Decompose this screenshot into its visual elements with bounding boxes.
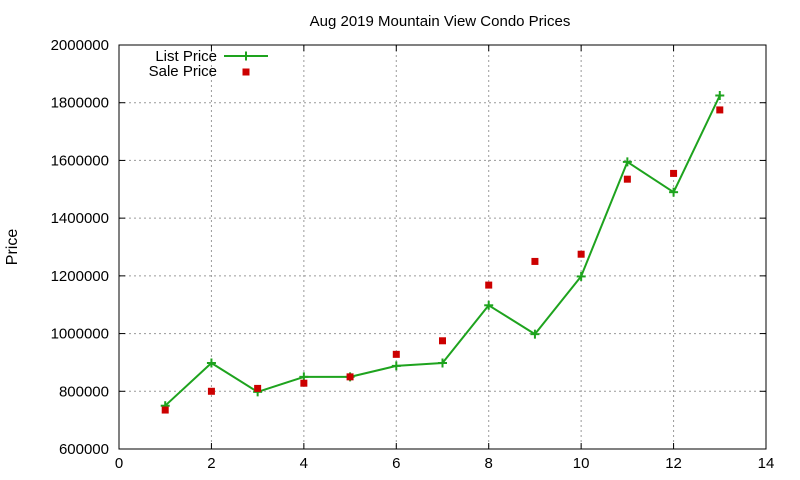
sale-price-point (254, 384, 262, 392)
axis-ticks (118, 44, 767, 450)
sale-price-point (716, 106, 724, 114)
y-tick-label: 1200000 (51, 268, 109, 285)
y-tick-label: 1000000 (51, 326, 109, 343)
list-price-point (669, 187, 679, 197)
list-price-point (484, 300, 494, 310)
sale-price-point (623, 175, 631, 183)
sale-price-point (346, 373, 354, 381)
legend-marker-list-price (241, 51, 251, 61)
sale-price-point (531, 257, 539, 265)
y-tick-label: 800000 (59, 383, 109, 400)
y-tick-label: 2000000 (51, 37, 109, 54)
legend-label-sale-price: Sale Price (149, 63, 217, 80)
x-tick-label: 6 (392, 455, 400, 472)
sale-price-point (161, 406, 169, 414)
legend-plus-glyph (241, 51, 251, 61)
sale-price-point (439, 337, 446, 345)
list-price-point (622, 157, 632, 167)
list-price-point (715, 91, 725, 100)
list-price-point (576, 271, 586, 281)
sale-price-point (485, 281, 493, 289)
x-tick-label: 14 (758, 455, 775, 472)
x-tick-label: 8 (485, 455, 493, 472)
list-price-point (530, 329, 540, 339)
x-tick-label: 10 (573, 455, 590, 472)
x-tick-label: 0 (115, 455, 123, 472)
y-tick-label: 1600000 (51, 152, 109, 169)
y-tick-label: 600000 (59, 441, 109, 458)
x-axis-tick-labels: 0 2 4 6 8 10 12 14 (115, 455, 775, 472)
y-tick-label: 1800000 (51, 95, 109, 112)
sale-price-point (207, 387, 215, 395)
sale-price-point (392, 350, 400, 358)
plot-frame (118, 44, 767, 450)
x-tick-label: 2 (207, 455, 215, 472)
legend: List Price Sale Price (149, 48, 268, 80)
chart-title: Aug 2019 Mountain View Condo Prices (310, 13, 571, 30)
series (160, 91, 725, 414)
list-price-point (438, 358, 447, 368)
sale-price-point (300, 379, 308, 387)
legend-marker-sale-price (242, 68, 250, 76)
list-price-point (206, 358, 216, 368)
y-axis-tick-labels: 600000 800000 1000000 1200000 1400000 1600000… (51, 37, 109, 458)
y-tick-label: 1400000 (51, 210, 109, 227)
sale-price-point (577, 250, 585, 258)
x-tick-label: 4 (300, 455, 308, 472)
sale-price-point (670, 169, 678, 177)
list-price-point (391, 361, 401, 371)
legend-label-list-price: List Price (155, 48, 217, 65)
y-axis-label: Price (4, 229, 21, 266)
x-tick-label: 12 (665, 455, 682, 472)
